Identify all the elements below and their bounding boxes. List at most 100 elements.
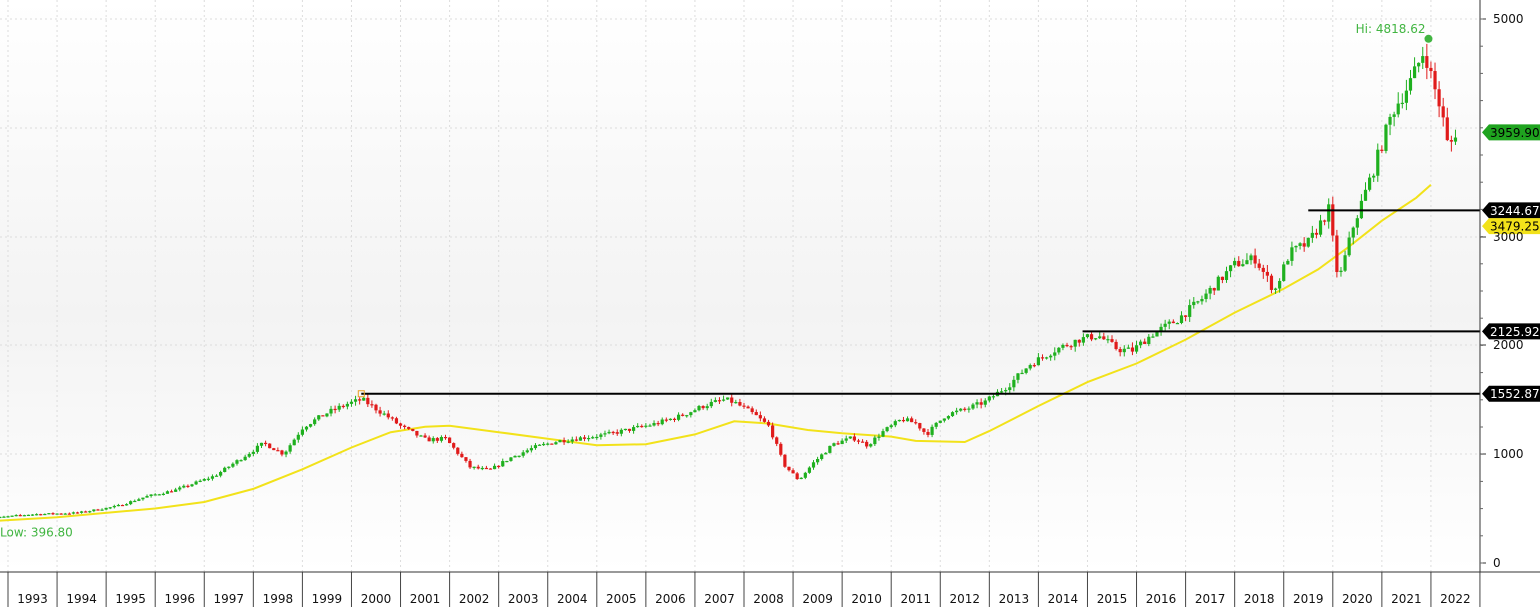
candle xyxy=(1040,354,1045,361)
candle-body xyxy=(1004,390,1008,392)
candle xyxy=(824,452,828,455)
candle xyxy=(615,429,619,436)
candle-body xyxy=(497,465,501,468)
candle xyxy=(14,514,18,517)
level-price-tag: 1552.87 xyxy=(1482,385,1540,402)
candle xyxy=(96,508,100,511)
candle-body xyxy=(636,425,640,428)
candle-body xyxy=(865,441,869,447)
candle xyxy=(525,448,529,454)
candle-body xyxy=(746,406,750,409)
candle-body xyxy=(1376,149,1380,176)
candle xyxy=(1417,62,1421,73)
candle xyxy=(1286,259,1290,265)
candle-body xyxy=(1331,204,1335,236)
candle-body xyxy=(157,494,161,496)
candle xyxy=(1347,231,1351,257)
candle xyxy=(1412,57,1417,79)
candle-body xyxy=(84,511,88,513)
candle-body xyxy=(374,404,378,411)
candle-body xyxy=(341,405,345,408)
candle xyxy=(18,513,22,517)
candle-body xyxy=(1306,237,1310,247)
candle-body xyxy=(1212,287,1216,291)
candle-body xyxy=(26,514,31,516)
candle-body xyxy=(1355,218,1359,228)
candle xyxy=(153,493,157,496)
x-tick-label: 2017 xyxy=(1195,592,1226,606)
candle xyxy=(1298,242,1302,250)
candle xyxy=(71,511,76,515)
x-tick-label: 2007 xyxy=(704,592,735,606)
candle-body xyxy=(599,434,603,437)
candle-body xyxy=(382,413,386,415)
candle xyxy=(161,492,165,496)
candle-body xyxy=(721,399,726,401)
candle xyxy=(1032,363,1036,368)
candle xyxy=(746,405,750,409)
candle-body xyxy=(292,439,296,446)
candle xyxy=(570,436,574,444)
candle-body xyxy=(333,408,337,411)
candle-body xyxy=(268,443,272,449)
candle-body xyxy=(174,489,178,492)
candle xyxy=(771,422,775,440)
candle xyxy=(439,435,444,443)
candle-body xyxy=(1208,287,1212,294)
candle-body xyxy=(358,399,362,401)
moving-average-layer xyxy=(0,184,1432,522)
candle xyxy=(1204,289,1208,303)
candle-body xyxy=(950,412,955,417)
candle xyxy=(685,414,689,418)
candle xyxy=(235,459,239,466)
candle-body xyxy=(1163,323,1167,327)
candle-body xyxy=(701,406,705,409)
candle-body xyxy=(1408,78,1413,91)
candle-body xyxy=(828,445,832,453)
candle-body xyxy=(386,413,390,418)
candle-body xyxy=(975,402,979,405)
candle xyxy=(165,490,170,494)
candle-body xyxy=(112,505,116,508)
candle-body xyxy=(922,428,926,432)
candle xyxy=(186,484,190,488)
candle-body xyxy=(80,511,84,513)
candle xyxy=(308,423,313,428)
candle xyxy=(1106,335,1110,344)
level-price-tag: 3244.67 xyxy=(1482,202,1540,219)
candle xyxy=(1085,333,1090,339)
candle-body xyxy=(1147,336,1151,345)
candle-body xyxy=(35,514,39,516)
candle xyxy=(1396,92,1400,118)
candle xyxy=(1335,229,1339,278)
candle xyxy=(950,411,955,417)
candle-body xyxy=(1441,106,1445,118)
candle-body xyxy=(456,447,460,454)
candle xyxy=(1216,275,1220,291)
candle-body xyxy=(901,419,906,422)
candle-body xyxy=(165,491,170,494)
candle-body xyxy=(206,478,210,480)
candle xyxy=(169,489,174,493)
candle xyxy=(124,503,129,506)
candle xyxy=(533,443,538,450)
candle xyxy=(566,439,570,444)
candle-body xyxy=(762,418,767,422)
candle-body xyxy=(255,445,260,452)
candle xyxy=(374,403,378,414)
candle xyxy=(178,485,182,492)
x-tick-label: 1997 xyxy=(214,592,245,606)
candle xyxy=(112,504,116,509)
candle xyxy=(717,397,722,405)
candle-body xyxy=(758,415,762,419)
candle-body xyxy=(562,440,566,443)
candle xyxy=(922,428,926,435)
candle xyxy=(358,397,362,405)
candle xyxy=(259,442,264,449)
candle-body xyxy=(1102,336,1106,340)
candle xyxy=(337,403,341,412)
candle xyxy=(697,404,701,412)
candle-body xyxy=(137,499,141,501)
candle-body xyxy=(709,401,713,407)
candle xyxy=(1163,319,1167,332)
